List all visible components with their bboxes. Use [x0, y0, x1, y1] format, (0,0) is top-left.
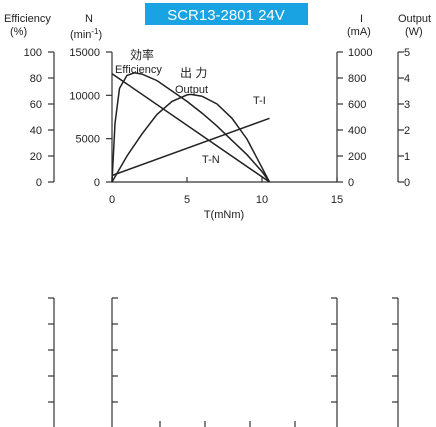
speed-axis-unit-exponent: -1 — [91, 27, 99, 36]
current-tick-label: 600 — [348, 99, 366, 111]
efficiency-tick-label: 60 — [30, 99, 42, 111]
series-curves — [111, 72, 271, 183]
current-tick-label: 0 — [348, 177, 354, 189]
current-axis-unit: (mA) — [347, 26, 371, 38]
efficiency-axis-unit: (%) — [10, 26, 27, 38]
annotation-output: Output — [175, 84, 208, 96]
efficiency-tick-label: 20 — [30, 151, 42, 163]
efficiency-tick-label: 80 — [30, 73, 42, 85]
chart-2 — [48, 297, 399, 427]
speed-tick-label: 0 — [94, 177, 100, 189]
annotation-efficiency-cjk: 効率 — [130, 47, 154, 62]
output-tick-label: 2 — [404, 125, 410, 137]
current-tick-label: 200 — [348, 151, 366, 163]
speed-axis-unit-close: ) — [99, 29, 103, 41]
annotation-efficiency: Efficiency — [115, 64, 162, 76]
output-tick-label: 4 — [404, 73, 410, 85]
x-tick-label: 10 — [256, 194, 268, 206]
chart-title-background — [145, 3, 308, 25]
chart-2-axes — [48, 297, 399, 427]
current-tick-label: 800 — [348, 73, 366, 85]
output-tick-label: 0 — [404, 177, 410, 189]
output-tick-label: 3 — [404, 99, 410, 111]
efficiency-tick-label: 0 — [36, 177, 42, 189]
output-axis-unit: (W) — [405, 26, 423, 38]
speed-axis-label: N — [85, 13, 93, 25]
efficiency-axis-label: Efficiency — [4, 13, 51, 25]
speed-axis-unit-base: (min — [70, 29, 91, 41]
speed-axis-unit: (min-1) — [70, 27, 102, 41]
chart-title: SCR13-2801 24V — [167, 7, 285, 24]
tick-labels: 0204060801000500010000150000200400600800… — [24, 47, 410, 206]
tick-marks — [48, 51, 404, 183]
annotation-output-cjk: 出 力 — [180, 66, 207, 80]
current-tick-label: 1000 — [348, 47, 372, 59]
efficiency-tick-label: 100 — [24, 47, 42, 59]
speed-tick-label: 10000 — [69, 90, 100, 102]
output-tick-label: 1 — [404, 151, 410, 163]
series-output — [111, 93, 271, 183]
series-efficiency — [111, 72, 271, 183]
annotation-t-i: T-I — [253, 95, 266, 107]
output-axis-label: Output — [398, 13, 431, 25]
annotation-t-n: T-N — [202, 154, 220, 166]
series-t-i — [111, 117, 270, 177]
speed-tick-label: 5000 — [76, 134, 100, 146]
x-tick-label: 15 — [331, 194, 343, 206]
series-t-n — [111, 73, 270, 183]
current-axis-label: I — [360, 13, 363, 25]
efficiency-tick-label: 40 — [30, 125, 42, 137]
x-tick-label: 5 — [184, 194, 190, 206]
x-axis-label: T(mNm) — [204, 209, 244, 221]
output-tick-label: 5 — [404, 47, 410, 59]
speed-tick-label: 15000 — [69, 47, 100, 59]
x-tick-label: 0 — [109, 194, 115, 206]
current-tick-label: 400 — [348, 125, 366, 137]
chart-1: SCR13-2801 24V Efficiency (%) N (min-1) … — [4, 3, 431, 221]
